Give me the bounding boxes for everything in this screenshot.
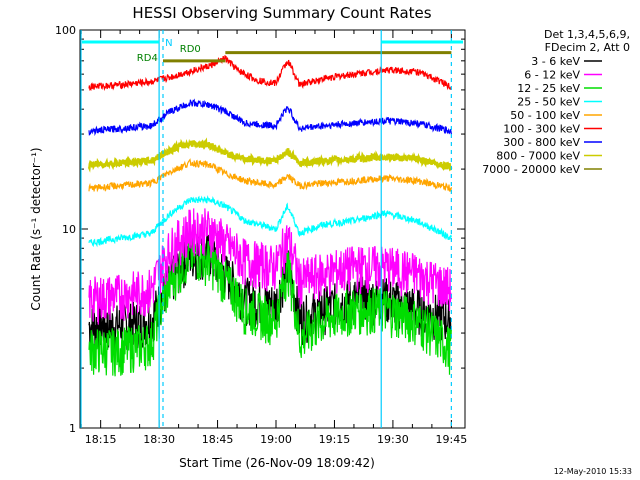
y-axis-label: Count Rate (s⁻¹ detector⁻¹) — [29, 147, 43, 310]
legend-label: 100 - 300 keV — [503, 123, 580, 136]
series-line-6 — [88, 55, 452, 92]
chart-title: HESSI Observing Summary Count Rates — [132, 4, 431, 22]
legend-header-line2: FDecim 2, Att 0 — [545, 41, 630, 54]
legend: Det 1,3,4,5,6,9, FDecim 2, Att 0 3 - 6 k… — [482, 28, 630, 176]
legend-label: 800 - 7000 keV — [496, 150, 580, 163]
annotation-RD0: RD0 — [180, 44, 201, 55]
annotation-N: N — [165, 38, 172, 49]
x-tick-label: 19:30 — [377, 433, 409, 446]
series-line-5 — [88, 158, 452, 193]
annotation-RD4: RD4 — [137, 53, 158, 64]
series-line-4 — [88, 195, 452, 248]
x-axis-label: Start Time (26-Nov-09 18:09:42) — [179, 456, 375, 470]
x-tick-label: 19:15 — [319, 433, 351, 446]
series-line-8 — [87, 137, 453, 173]
series-line-7 — [88, 98, 452, 137]
x-tick-label: 18:15 — [85, 433, 117, 446]
x-tick-label: 18:30 — [143, 433, 175, 446]
series-line-2 — [88, 208, 452, 325]
plot-area — [87, 51, 453, 377]
series-line-3 — [88, 234, 452, 377]
legend-header-line1: Det 1,3,4,5,6,9, — [544, 28, 630, 41]
legend-label: 300 - 800 keV — [503, 136, 580, 149]
x-tick-label: 19:45 — [436, 433, 468, 446]
legend-label: 25 - 50 keV — [517, 96, 580, 109]
y-tick-label: 1 — [69, 422, 76, 435]
x-tick-label: 18:45 — [202, 433, 234, 446]
legend-label: 6 - 12 keV — [524, 69, 580, 82]
legend-label: 7000 - 20000 keV — [482, 163, 580, 176]
x-tick-label: 19:00 — [260, 433, 292, 446]
y-tick-label: 100 — [55, 24, 76, 37]
y-tick-label: 10 — [62, 223, 76, 236]
legend-label: 12 - 25 keV — [517, 82, 580, 95]
legend-label: 50 - 100 keV — [510, 109, 580, 122]
footer-date: 12-May-2010 15:33 — [554, 467, 632, 476]
legend-label: 3 - 6 keV — [531, 55, 580, 68]
